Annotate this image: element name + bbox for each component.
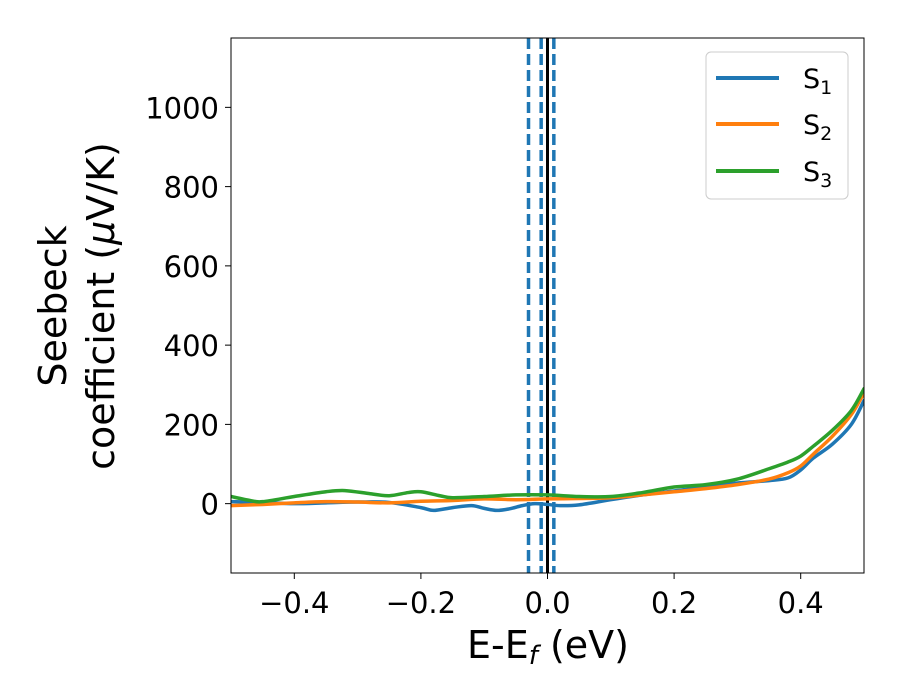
legend-label-s3-main: S: [803, 157, 820, 188]
series-line-s3: [231, 386, 864, 504]
legend: S1 S2 S3: [705, 51, 849, 200]
legend-label-s2: S2: [803, 110, 832, 145]
x-axis-label: E-Ef (eV): [467, 623, 629, 671]
x-tick-label: −0.4: [259, 586, 329, 620]
y-tick-label: 0: [201, 488, 219, 522]
y-axis-ticks: 0 200 400 600 800 1000: [145, 91, 231, 522]
y-axis-label-line1: Seebeck: [31, 225, 75, 386]
x-axis-label-unit: (eV): [538, 623, 629, 667]
y-tick-label: 400: [164, 329, 219, 363]
legend-label-s3-sub: 3: [820, 170, 832, 192]
series-lines: [231, 386, 864, 513]
reference-lines: [526, 38, 556, 573]
legend-label-s1-sub: 1: [820, 77, 832, 99]
x-tick-label: 0.0: [524, 586, 570, 620]
legend-entry-s1: S1: [716, 64, 832, 99]
y-axis-label-prefix: coefficient (: [79, 245, 123, 470]
x-tick-label: 0.4: [778, 586, 824, 620]
legend-entry-s2: S2: [716, 110, 832, 145]
legend-label-s2-main: S: [803, 110, 820, 141]
y-axis-label-line2: coefficient (μV/K): [79, 142, 123, 470]
legend-entry-s3: S3: [716, 157, 832, 192]
legend-label-s2-sub: 2: [820, 123, 832, 145]
y-tick-label: 800: [164, 171, 219, 205]
x-axis-label-main: E-E: [467, 623, 529, 667]
x-axis-ticks: −0.4 −0.2 0.0 0.2 0.4: [259, 573, 824, 620]
y-tick-label: 600: [164, 250, 219, 284]
x-tick-label: −0.2: [386, 586, 456, 620]
legend-label-s1-main: S: [803, 64, 820, 95]
y-axis-label-mu: μ: [79, 221, 123, 246]
legend-label-s3: S3: [803, 157, 832, 192]
x-tick-label: 0.2: [651, 586, 697, 620]
y-axis-label-unit: V/K): [79, 142, 123, 221]
legend-label-s1: S1: [803, 64, 832, 99]
y-tick-label: 200: [164, 408, 219, 442]
y-tick-label: 1000: [145, 91, 219, 125]
